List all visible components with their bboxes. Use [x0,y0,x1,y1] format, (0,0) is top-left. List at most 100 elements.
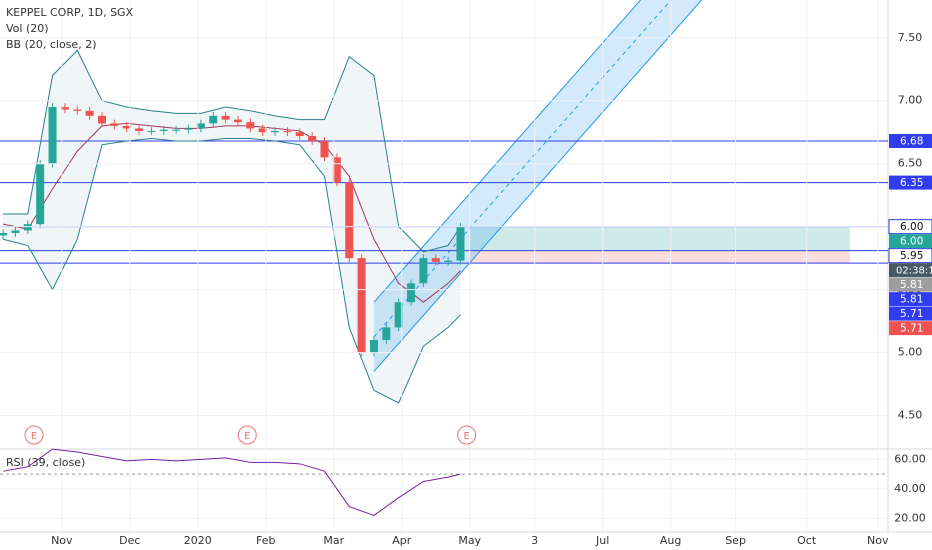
x-tick-label: Mar [323,534,344,547]
price-label: 6.00 [900,221,923,233]
candle-body [295,132,304,136]
y-tick-label: 7.00 [898,94,923,107]
x-tick-label: Feb [256,534,275,547]
x-tick-label: Aug [660,534,681,547]
candle-body [345,182,354,259]
price-label-box [889,234,932,249]
countdown: 02:38:16 [896,266,932,277]
candle-body [320,141,329,158]
y-tick-label: 6.50 [898,157,923,170]
candle-body [60,107,69,110]
y-tick-label: 4.50 [898,409,923,422]
price-label-box [889,175,932,190]
x-tick-label: Nov [51,534,73,547]
candle-body [246,122,255,129]
candle-body [0,232,8,236]
price-label-box [888,248,932,264]
candle-body [444,260,453,262]
rsi-line [3,448,461,516]
candle-body [172,129,181,131]
candle-body [159,129,168,131]
channel-lower [373,0,702,372]
price-label: 5.81 [900,294,923,306]
earnings-marker [457,425,477,445]
candle-body [73,109,82,111]
candle-body [209,115,218,124]
candle-body [97,115,106,124]
candle-body [184,128,193,130]
countdown-box [889,263,932,278]
stop-zone [469,250,850,264]
layers [0,0,888,532]
candle-body [382,327,391,340]
rsi-tick-label: 40.00 [894,482,926,495]
price-label: 5.95 [900,250,923,262]
candle-body [233,119,242,123]
price-label: 6.68 [900,136,923,148]
candle-body [308,135,317,142]
target-zone [469,226,850,251]
x-tick-label: Jul [595,534,609,547]
x-tick-label: Apr [392,534,412,547]
chart-title: KEPPEL CORP, 1D, SGX [6,6,134,19]
candle-body [332,157,341,183]
y-tick-label: 5.00 [898,346,923,359]
candle-body [196,123,205,129]
price-label-box [888,219,932,235]
rsi-tick-label: 20.00 [894,511,926,524]
earnings-label: E [244,431,250,442]
candle-body [419,258,428,284]
indicator-label: Vol (20) [6,22,49,35]
indicator-label: BB (20, close, 2) [6,38,97,51]
x-tick-label: 2020 [184,534,212,547]
x-tick-label: May [458,534,481,547]
candle-body [122,125,131,129]
price-label: 5.81 [900,279,923,291]
candle-body [258,128,267,133]
candle-body [394,302,403,328]
price-label: 5.71 [900,323,923,335]
channel-center [373,0,672,338]
candle-body [36,163,45,225]
candle-body [407,283,416,303]
band-fill [3,50,461,403]
earnings-label: E [464,431,470,442]
rsi-tick-label: 60.00 [894,452,926,465]
candle-body [23,224,32,231]
candle-body [110,123,119,126]
price-label: 6.00 [900,236,923,248]
band-basis [2,122,461,303]
earnings-label: E [31,431,37,442]
candle-body [357,258,366,353]
earnings-marker [24,425,44,445]
candle-body [11,230,20,233]
earnings-marker [237,425,257,445]
price-label-box [889,292,932,307]
x-tick-label: 3 [531,534,538,547]
price-label-box [889,306,932,321]
price-label-box [889,134,932,149]
x-tick-label: Sep [725,534,746,547]
price-label-box [889,277,932,292]
candle-body [283,130,292,133]
candle-body [48,107,57,164]
candle-body [456,226,465,261]
x-tick-label: Nov [867,534,889,547]
candle-body [147,130,156,132]
rsi-title: RSI (39, close) [6,456,85,469]
candle-body [271,130,280,133]
x-tick-label: Oct [797,534,817,547]
candle-body [85,110,94,116]
candle-body [369,339,378,353]
price-label-box [889,321,932,336]
x-tick-label: Dec [119,534,140,547]
y-tick-label: 7.50 [898,31,923,44]
band-upper [3,49,461,253]
band-lower [2,138,461,404]
channel-upper [373,0,642,303]
candle-body [431,258,440,262]
candle-body [221,115,230,120]
price-label: 6.35 [900,177,923,189]
